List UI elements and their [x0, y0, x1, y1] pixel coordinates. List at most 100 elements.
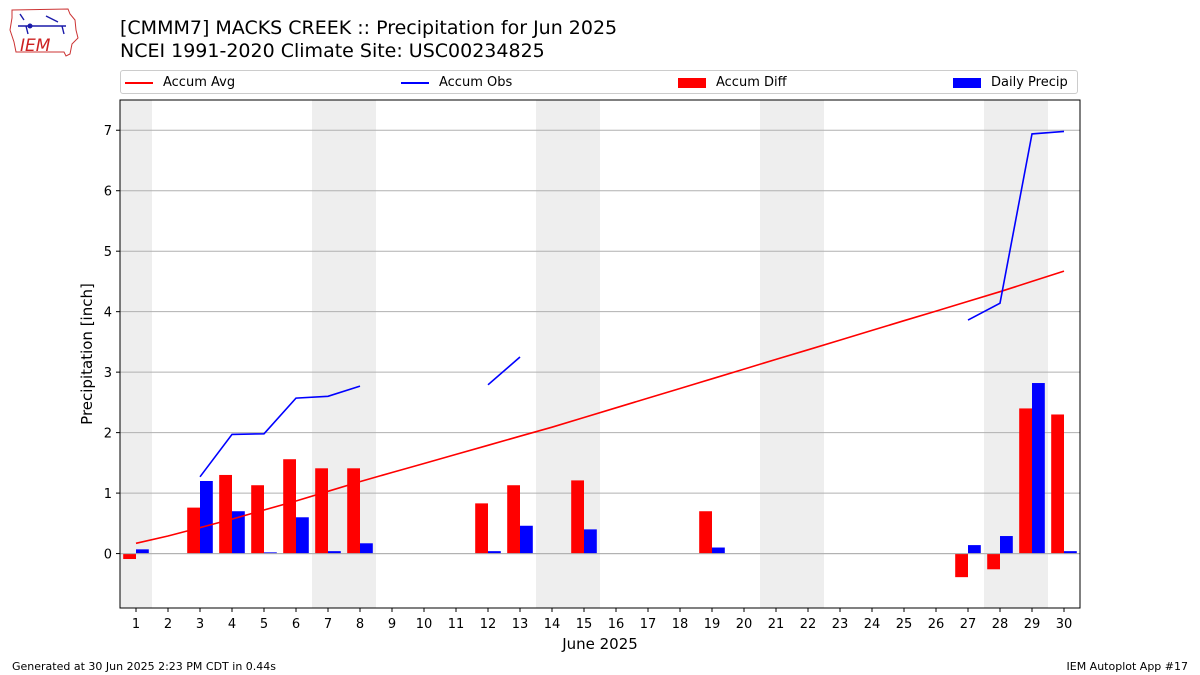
- x-tick-label-1: 1: [132, 617, 140, 632]
- logo-text: IEM: [20, 36, 51, 56]
- weather-vane-icon: [18, 13, 66, 35]
- bar-accum-diff-day-6: [283, 459, 296, 554]
- legend-item-accum-diff: Accum Diff: [678, 74, 787, 92]
- x-tick-label-9: 9: [388, 617, 396, 632]
- x-tick-label-22: 22: [800, 617, 817, 632]
- x-tick-label-10: 10: [416, 617, 433, 632]
- x-tick-label-21: 21: [768, 617, 785, 632]
- x-tick-label-17: 17: [640, 617, 657, 632]
- x-tick-label-30: 30: [1056, 617, 1073, 632]
- x-tick-label-13: 13: [512, 617, 529, 632]
- weekend-shade-14: [536, 100, 568, 608]
- legend-swatch-accum-obs: [401, 81, 429, 84]
- bar-accum-diff-day-13: [507, 485, 520, 554]
- x-tick-label-12: 12: [480, 617, 497, 632]
- bar-accum-diff-day-5: [251, 485, 264, 554]
- x-tick-label-7: 7: [324, 617, 332, 632]
- weekend-shade-29: [1016, 100, 1048, 608]
- plot-frame: [119, 99, 1081, 609]
- line-accum-obs-segment-0: [199, 385, 361, 478]
- x-tick-label-5: 5: [260, 617, 268, 632]
- line-accum-obs-segment-1: [487, 356, 521, 386]
- bar-daily-precip-day-15: [584, 529, 597, 554]
- x-tick-label-29: 29: [1024, 617, 1041, 632]
- bar-accum-diff-day-12: [475, 503, 488, 554]
- x-tick-label-14: 14: [544, 617, 561, 632]
- bar-accum-diff-day-4: [219, 474, 232, 554]
- legend-label-accum-obs: Accum Obs: [439, 75, 513, 90]
- weekend-shade-22: [792, 100, 824, 608]
- y-tick-label-1: 1: [104, 487, 112, 502]
- bar-daily-precip-day-3: [200, 481, 213, 554]
- bar-accum-diff-day-7: [315, 468, 328, 554]
- y-axis-label: Precipitation [inch]: [78, 283, 96, 425]
- plot-area: [120, 100, 1080, 608]
- legend-label-accum-diff: Accum Diff: [716, 75, 787, 90]
- weekend-shade-1: [120, 100, 152, 608]
- bar-daily-precip-day-5: [264, 552, 277, 554]
- bar-daily-precip-day-28: [1000, 536, 1013, 554]
- chart-title: [CMMM7] MACKS CREEK :: Precipitation for…: [120, 17, 618, 39]
- bar-daily-precip-day-1: [136, 549, 149, 554]
- iowa-outline-icon: [9, 8, 79, 57]
- bar-daily-precip-day-12: [488, 551, 501, 554]
- x-tick-label-23: 23: [832, 617, 849, 632]
- bar-daily-precip-day-29: [1032, 383, 1045, 554]
- legend-swatch-accum-avg: [125, 81, 153, 84]
- legend-label-daily-precip: Daily Precip: [991, 75, 1068, 90]
- bar-daily-precip-day-19: [712, 547, 725, 554]
- x-tick-label-26: 26: [928, 617, 945, 632]
- x-axis-label: June 2025: [561, 635, 638, 653]
- legend-item-daily-precip: Daily Precip: [953, 74, 1068, 92]
- y-tick-label-5: 5: [104, 245, 112, 260]
- bar-accum-diff-day-8: [347, 468, 360, 554]
- legend-item-accum-avg: Accum Avg: [125, 74, 235, 92]
- x-tick-label-19: 19: [704, 617, 721, 632]
- bar-accum-diff-day-15: [571, 480, 584, 554]
- bar-daily-precip-day-4: [232, 511, 245, 554]
- y-tick-label-7: 7: [104, 124, 112, 139]
- x-tick-label-28: 28: [992, 617, 1009, 632]
- line-accum-avg-segment-0: [135, 270, 1065, 545]
- footer-generated: Generated at 30 Jun 2025 2:23 PM CDT in …: [12, 660, 277, 673]
- bar-accum-diff-day-19: [699, 511, 712, 554]
- x-tick-label-6: 6: [292, 617, 300, 632]
- bar-daily-precip-day-13: [520, 525, 533, 554]
- x-tick-label-15: 15: [576, 617, 593, 632]
- y-tick-label-3: 3: [104, 366, 112, 381]
- bar-accum-diff-day-30: [1051, 414, 1064, 554]
- x-tick-label-20: 20: [736, 617, 753, 632]
- weekend-shade-21: [760, 100, 792, 608]
- x-tick-label-2: 2: [164, 617, 172, 632]
- legend-item-accum-obs: Accum Obs: [401, 74, 512, 92]
- footer-app: IEM Autoplot App #17: [1066, 660, 1189, 673]
- weekend-shade-28: [984, 100, 1016, 608]
- chart-subtitle: NCEI 1991-2020 Climate Site: USC00234825: [120, 40, 545, 62]
- bar-accum-diff-day-1: [123, 553, 136, 560]
- x-tick-label-16: 16: [608, 617, 625, 632]
- bar-daily-precip-day-30: [1064, 551, 1077, 554]
- bar-accum-diff-day-3: [187, 507, 200, 554]
- bar-daily-precip-day-27: [968, 545, 981, 554]
- x-tick-label-18: 18: [672, 617, 689, 632]
- weekend-shade-7: [312, 100, 344, 608]
- bar-accum-diff-day-27: [955, 553, 968, 578]
- bar-daily-precip-day-6: [296, 517, 309, 554]
- iem-logo: IEM: [9, 8, 79, 57]
- x-tick-label-3: 3: [196, 617, 204, 632]
- legend-label-accum-avg: Accum Avg: [163, 75, 236, 90]
- x-tick-label-24: 24: [864, 617, 881, 632]
- bar-accum-diff-day-28: [987, 553, 1000, 570]
- legend-swatch-daily-precip: [953, 77, 981, 88]
- legend-swatch-accum-diff: [678, 77, 706, 88]
- x-tick-label-4: 4: [228, 617, 236, 632]
- bar-accum-diff-day-29: [1019, 408, 1032, 554]
- y-tick-label-0: 0: [104, 548, 112, 563]
- y-tick-label-6: 6: [104, 185, 112, 200]
- x-tick-label-27: 27: [960, 617, 977, 632]
- bar-daily-precip-day-8: [360, 543, 373, 554]
- x-tick-label-8: 8: [356, 617, 364, 632]
- y-tick-label-2: 2: [104, 427, 112, 442]
- weekend-shade-8: [344, 100, 376, 608]
